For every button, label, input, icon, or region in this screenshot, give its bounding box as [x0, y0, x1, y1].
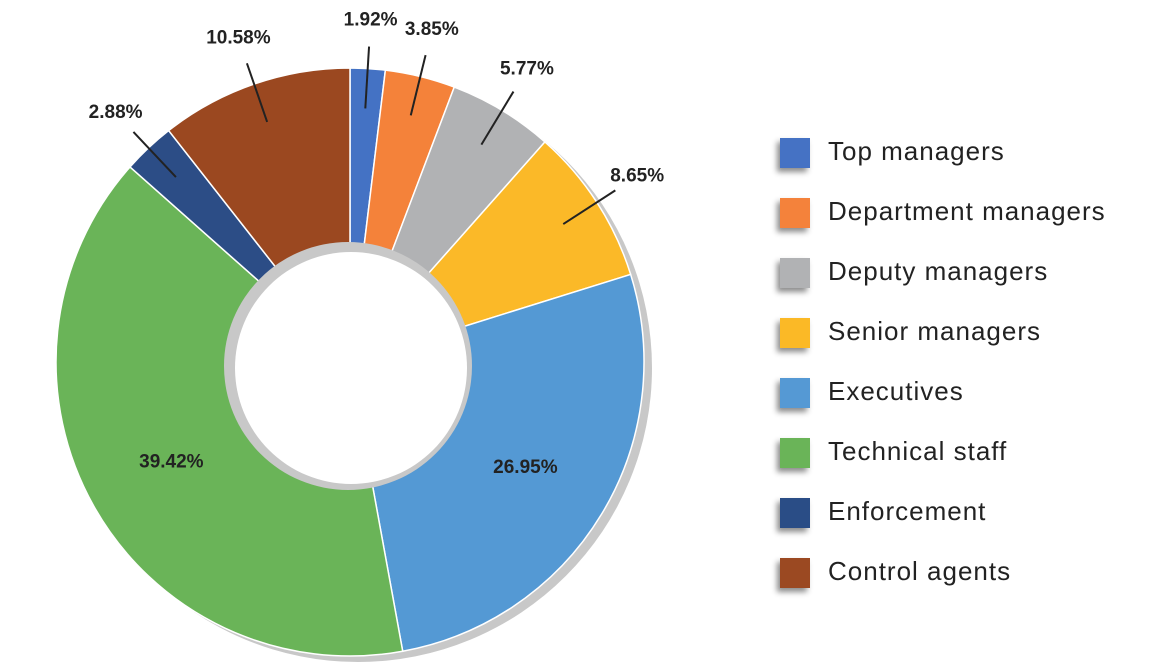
- value-label: 5.77%: [500, 58, 554, 79]
- donut: 1.92% 3.85% 5.77% 8.65% 26.95% 39.42% 2.88% 10.…: [55, 10, 664, 662]
- leader-line: [132, 131, 177, 178]
- legend-label: Control agents: [828, 556, 1011, 586]
- value-label: 2.88%: [89, 102, 143, 123]
- legend-label: Executives: [828, 376, 964, 406]
- hole: [235, 252, 467, 484]
- legend-swatch: [780, 378, 810, 408]
- value-label: 8.65%: [610, 165, 664, 186]
- legend-swatch: [780, 438, 810, 468]
- legend-swatch: [780, 198, 810, 228]
- value-label: 1.92%: [344, 10, 398, 31]
- value-label: 3.85%: [405, 19, 459, 40]
- leader-line: [409, 54, 427, 116]
- legend-swatch: [780, 258, 810, 288]
- value-label: 26.95%: [493, 457, 558, 478]
- leader-line: [245, 62, 269, 123]
- legend-swatch: [780, 498, 810, 528]
- legend-label: Enforcement: [828, 496, 986, 526]
- legend-swatch: [780, 318, 810, 348]
- legend-label: Deputy managers: [828, 256, 1048, 286]
- legend: Top managers Department managers Deputy ma…: [780, 136, 1106, 588]
- legend-label: Technical staff: [828, 436, 1007, 466]
- legend-label: Top managers: [828, 136, 1005, 166]
- value-label: 10.58%: [206, 28, 271, 49]
- legend-label: Department managers: [828, 196, 1106, 226]
- leader-line: [480, 91, 515, 146]
- leader-line: [364, 46, 371, 109]
- leader-line: [562, 189, 616, 225]
- legend-swatch: [780, 138, 810, 168]
- value-label: 39.42%: [139, 452, 204, 473]
- legend-swatch: [780, 558, 810, 588]
- legend-label: Senior managers: [828, 316, 1041, 346]
